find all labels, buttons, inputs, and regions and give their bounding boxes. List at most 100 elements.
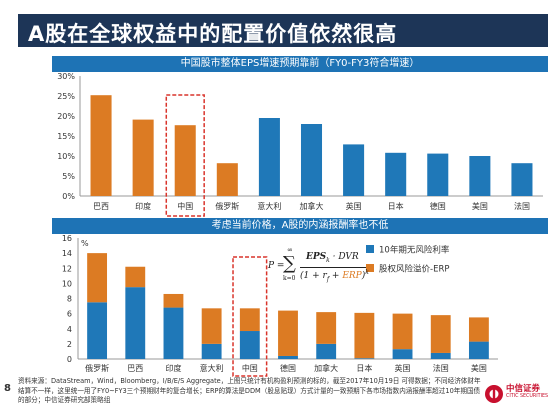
chart1-y-tick-label: 30% — [57, 72, 75, 81]
chart2-x-tick-label: 俄罗斯 — [85, 363, 109, 373]
implied-return-stacked-bar-chart: 0 2 4 6 8 10 12 14 16% 俄罗斯 巴西 印度 意大利 中国 德国 加拿大 日本 英国 法国 美国 1… — [62, 234, 498, 377]
chart1-bar — [174, 125, 196, 196]
chart2-bar-riskfree — [392, 349, 413, 359]
chart2-bar-erp — [354, 312, 375, 359]
chart2-bar-erp — [239, 308, 260, 332]
chart1-x-tick-label: 德国 — [430, 201, 446, 211]
chart2-bar-riskfree — [239, 331, 260, 359]
chart1-y-tick-label: 15% — [57, 132, 75, 141]
formula-den-exp: k — [365, 269, 369, 276]
formula-eps-sub: k — [326, 256, 330, 264]
chart2-y-tick-label: 16 — [62, 234, 72, 243]
chart1-x-tick-label: 法国 — [514, 201, 530, 211]
formula-den-prefix: (1 + r — [300, 271, 327, 281]
chart2-y-tick-label: 12 — [62, 264, 72, 273]
chart2-y-tick-label: 14 — [62, 249, 72, 258]
formula-sum-bottom: k=0 — [283, 275, 296, 282]
chart2-bar-erp — [316, 312, 337, 344]
chart2-bar-erp — [468, 317, 489, 342]
chart1-bar — [132, 119, 154, 196]
formula-rf-sub: f — [326, 275, 330, 283]
chart2-bar-erp — [278, 310, 298, 356]
title-bar: A股在全球权益中的配置价值依然很高 — [18, 14, 548, 47]
chart2-legend-swatch — [366, 264, 374, 272]
chart1-x-tick-label: 意大利 — [257, 201, 281, 211]
section-band-implied-return: 考虑当前价格，A股的内涵报酬率也不低 — [52, 218, 548, 234]
chart2-x-tick-label: 法国 — [433, 363, 449, 373]
page-title: A股在全球权益中的配置价值依然很高 — [28, 22, 398, 46]
chart1-x-tick-label: 日本 — [388, 201, 404, 211]
chart2-bar-riskfree — [430, 352, 451, 359]
chart2-legend-label: 股权风险溢价-ERP — [379, 264, 449, 275]
formula-numerator: EPSk · DVR — [306, 252, 359, 264]
formula-lhs: P = — [268, 261, 285, 271]
formula-den-suffix: ) — [361, 271, 366, 281]
chart2-x-tick-label: 印度 — [165, 363, 181, 373]
chart1-x-tick-label: 中国 — [177, 201, 193, 211]
chart1-y-tick-label: 25% — [57, 92, 75, 101]
chart2-bar-riskfree — [278, 355, 298, 359]
chart2-x-tick-label: 中国 — [242, 363, 258, 373]
chart2-y-tick-label: 8 — [67, 295, 72, 304]
chart1-bar — [385, 152, 407, 196]
chart2-x-tick-label: 英国 — [395, 363, 411, 373]
chart1-bar — [427, 153, 449, 196]
chart2-bar-riskfree — [468, 341, 489, 359]
chart1-bar — [258, 118, 280, 196]
chart2-x-tick-label: 日本 — [356, 363, 372, 373]
chart2-bar-riskfree — [354, 358, 375, 359]
chart1-x-tick-label: 加拿大 — [300, 201, 324, 211]
chart1-highlight-box — [165, 94, 205, 217]
citic-logo-icon — [485, 385, 503, 403]
chart2-bar-riskfree — [316, 343, 337, 359]
chart1-y-tick-label: 5% — [62, 172, 75, 181]
chart1-x-tick-label: 英国 — [346, 201, 362, 211]
chart1-y-tick-label: 0% — [62, 192, 75, 201]
chart1-x-tick-label: 美国 — [472, 201, 488, 211]
chart2-highlight-box — [232, 256, 268, 377]
formula-sum-sign: ∑ — [283, 253, 296, 274]
formula-erp: ERP — [342, 271, 362, 281]
eps-growth-bar-chart: 0% 5% 10% 15% 20% 25% 30% 巴西 印度 中国 俄罗斯 意大利 加拿大 英国 日本 德国… — [57, 72, 543, 217]
logo-en-text: CITIC SECURITIES — [506, 394, 549, 399]
chart1-y-tick-label: 10% — [57, 152, 75, 161]
ddm-formula: P = ∞ ∑ k=0 EPSk · DVR (1 + rf + ERP)k — [268, 246, 369, 288]
chart1-bar — [343, 144, 365, 196]
chart1-bar — [300, 124, 323, 196]
chart2-bar-erp — [87, 253, 108, 303]
chart2-y-unit: % — [81, 239, 89, 248]
section-band-eps-growth: 中国股市整体EPS增速预期靠前（FY0-FY3符合增速） — [52, 56, 548, 72]
footnote: 资料来源：DataStream，Wind，Bloomberg，I/B/E/S A… — [18, 377, 481, 405]
chart2-legend-label: 10年期无风险利率 — [379, 245, 450, 256]
chart1-bar — [469, 156, 491, 196]
chart2-y-tick-label: 4 — [67, 325, 72, 334]
chart2-x-tick-label: 加拿大 — [314, 363, 338, 373]
chart2-bar-erp — [125, 266, 146, 288]
chart2-bar-erp — [392, 313, 413, 350]
formula-fraction-line — [300, 267, 366, 268]
formula-denominator: (1 + rf + ERP)k — [300, 269, 369, 283]
chart2-bar-riskfree — [125, 287, 146, 359]
chart1-y-tick-label: 20% — [57, 112, 75, 121]
chart2-legend-swatch — [366, 245, 374, 253]
chart2-y-tick-label: 0 — [67, 355, 72, 364]
chart2-y-tick-label: 10 — [62, 279, 72, 288]
chart2-bar-riskfree — [201, 343, 222, 359]
formula-dvr: · DVR — [332, 252, 359, 262]
chart1-x-tick-label: 巴西 — [93, 202, 109, 211]
chart1-x-tick-label: 俄罗斯 — [215, 201, 239, 211]
citic-logo: 中信证券 CITIC SECURITIES — [484, 380, 550, 410]
chart2-y-tick-label: 6 — [67, 310, 72, 319]
chart2-x-tick-label: 意大利 — [200, 363, 224, 373]
chart2-x-tick-label: 美国 — [471, 363, 487, 373]
page-number: 8 — [4, 383, 11, 394]
chart2-bar-riskfree — [163, 307, 184, 359]
formula-eps: EPS — [306, 252, 327, 262]
logo-cn-text: 中信证券 — [506, 384, 541, 394]
chart2-bar-erp — [430, 315, 451, 353]
formula-sum-top: ∞ — [287, 246, 293, 254]
chart1-bar — [216, 163, 238, 196]
chart2-y-tick-label: 2 — [67, 340, 72, 349]
chart1-x-tick-label: 印度 — [135, 201, 151, 211]
chart1-bar — [90, 95, 112, 196]
